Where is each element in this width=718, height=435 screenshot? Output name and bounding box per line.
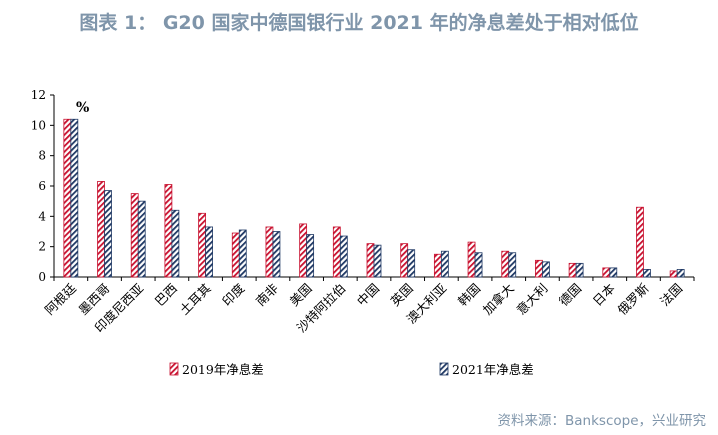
legend-swatch-2021 [439,362,449,376]
y-tick-label: 0 [38,270,46,284]
bar-2021 [205,226,213,278]
legend-label: 2019年净息差 [182,362,264,377]
category-label: 法国 [657,281,685,309]
bar-2021 [676,269,685,278]
category-label: 南非 [253,281,281,309]
bars [63,118,685,278]
category-label: 美国 [286,281,314,309]
legend: 2019年净息差 2021年净息差 [169,362,534,377]
bar-2021 [508,252,517,278]
bar-2021 [575,262,584,278]
bar-2019 [97,181,105,278]
category-label: 英国 [388,281,416,309]
bar-2019 [400,243,409,278]
category-label: 印度 [219,280,248,309]
bar-2021 [643,269,651,278]
bar-2021 [137,200,146,278]
y-tick-label: 12 [31,88,46,102]
bar-2021 [609,267,618,278]
bar-2021 [272,231,281,278]
bar-2021 [407,249,416,278]
category-label: 韩国 [455,281,483,309]
bar-2021 [440,250,449,278]
category-label: 中国 [354,281,382,309]
category-label: 阿根廷 [42,280,79,317]
axes: 0 2 4 6 8 10 12 [31,88,695,284]
bar-2019 [433,253,442,278]
y-tick-label: 8 [38,149,46,163]
bar-2021 [104,190,112,278]
chart-title: 图表 1： G20 国家中德国银行业 2021 年的净息差处于相对低位 [79,12,639,34]
legend-swatch-2019 [169,362,179,376]
category-label: 意大利 [513,281,550,318]
bar-2019 [535,259,543,278]
bar-2021 [474,252,483,278]
bar-2019 [669,270,678,278]
y-tick-label: 6 [38,179,46,193]
bar-2019 [63,118,72,278]
bar-2019 [366,243,375,278]
bar-2019 [265,226,274,278]
category-label: 土耳其 [177,281,214,318]
bar-2019 [198,212,206,278]
bar-2019 [164,184,173,278]
legend-label: 2021年净息差 [452,362,534,377]
bar-2021 [339,235,348,278]
bar-2019 [602,267,611,278]
bar-2021 [171,209,180,278]
y-tick-label: 4 [38,209,46,223]
y-unit-label: % [76,100,89,116]
bar-2019 [467,241,476,278]
bar-2019 [568,262,577,278]
category-label: 巴西 [152,281,180,309]
bar-2019 [231,232,240,278]
bar-2019 [332,226,341,278]
bar-2021 [306,234,315,278]
category-label: 日本 [590,280,619,309]
bar-2021 [542,261,550,278]
bar-2021 [373,244,382,278]
y-tick-label: 2 [38,240,46,254]
bar-2019 [299,223,308,278]
bar-2019 [130,193,139,278]
bar-2021 [70,118,79,278]
category-label: 加拿大 [480,281,517,318]
category-label: 德国 [556,281,584,309]
category-label: 俄罗斯 [614,281,651,318]
bar-2021 [238,229,247,278]
source-note: 资料来源：Bankscope，兴业研究 [497,413,707,429]
bar-2019 [636,206,644,278]
bar-2019 [501,250,510,278]
y-tick-label: 10 [31,118,46,132]
